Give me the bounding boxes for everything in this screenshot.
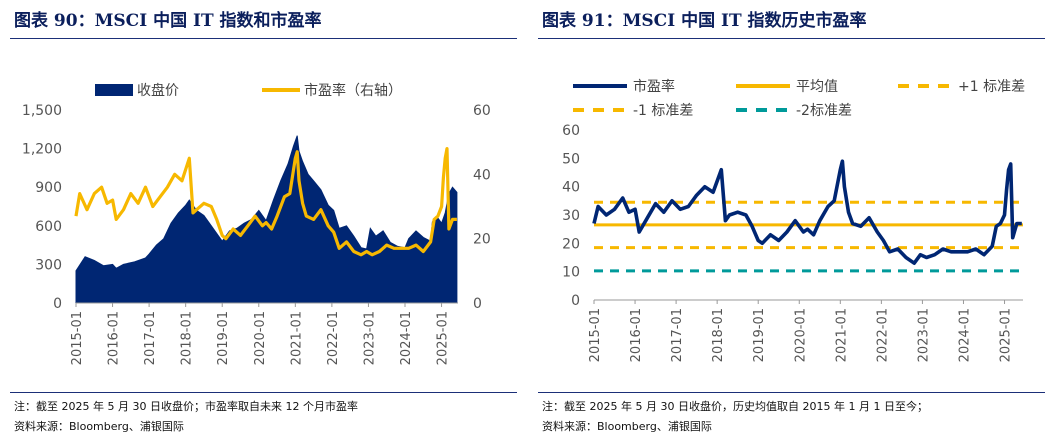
title-divider <box>10 38 517 39</box>
x-tick-label: 2015-01 <box>70 311 85 365</box>
x-tick-label: 2016-01 <box>107 311 122 365</box>
price-pe-chart: 1,500 1,200 900 600 300 0 60 40 20 0 2015-01 2016-0… <box>22 82 491 365</box>
x-tick-label: 2024-01 <box>957 308 972 362</box>
legend-label: -1 标准差 <box>633 103 693 119</box>
legend-label: 市盈率 <box>633 78 675 95</box>
x-tick-label: 2023-01 <box>362 311 377 365</box>
y-left-tick-label: 0 <box>53 296 62 312</box>
chart-source: 资料来源：Bloomberg、浦银国际 <box>14 420 184 433</box>
y-tick-label: 40 <box>562 180 580 196</box>
x-tick-label: 2017-01 <box>670 308 685 362</box>
x-tick-label: 2018-01 <box>180 311 195 365</box>
y-left-tick-label: 1,200 <box>22 142 62 158</box>
pe-history-line <box>592 159 1022 266</box>
y-right-tick-label: 60 <box>473 103 491 119</box>
note-divider <box>10 392 517 393</box>
y-left-tick-label: 1,500 <box>22 103 62 119</box>
legend-label-pe: 市盈率（右轴） <box>304 82 402 99</box>
legend-label: 平均值 <box>796 79 838 95</box>
left-panel: 图表 90：MSCI 中国 IT 指数和市盈率 1,500 1,200 900 600… <box>0 0 527 439</box>
x-tick-label: 2025-01 <box>436 311 451 365</box>
y-tick-label: 0 <box>571 293 580 309</box>
chart-source: 资料来源：Bloomberg、浦银国际 <box>542 420 712 433</box>
x-tick-label: 2018-01 <box>711 308 726 362</box>
right-panel: 图表 91：MSCI 中国 IT 指数历史市盈率 60 50 40 30 20 10 0 20… <box>528 0 1055 439</box>
legend-label-price: 收盘价 <box>137 82 179 99</box>
x-tick-label: 2017-01 <box>143 311 158 365</box>
y-tick-label: 10 <box>562 265 580 281</box>
y-right-tick-label: 0 <box>473 296 482 312</box>
y-tick-label: 60 <box>562 123 580 139</box>
title-divider <box>538 38 1045 39</box>
x-tick-label: 2021-01 <box>289 311 304 365</box>
x-tick-label: 2019-01 <box>752 308 767 362</box>
y-right-tick-label: 20 <box>473 232 491 248</box>
x-tick-label: 2020-01 <box>793 308 808 362</box>
x-tick-label: 2022-01 <box>875 308 890 362</box>
x-tick-label: 2019-01 <box>216 311 231 365</box>
legend-label: -2标准差 <box>796 103 852 119</box>
x-tick-label: 2024-01 <box>399 311 414 365</box>
y-tick-label: 20 <box>562 236 580 252</box>
y-tick-label: 30 <box>562 208 580 224</box>
historical-pe-chart: 60 50 40 30 20 10 0 2015-01 2016-01 2017-01 2018-0… <box>562 78 1025 362</box>
legend-swatch-price <box>95 84 133 96</box>
chart-title: 图表 90：MSCI 中国 IT 指数和市盈率 <box>14 11 322 31</box>
y-right-tick-label: 40 <box>473 167 491 183</box>
chart-note: 注：截至 2025 年 5 月 30 日收盘价；市盈率取自未来 12 个月市盈率 <box>14 400 358 413</box>
x-tick-label: 2015-01 <box>588 308 603 362</box>
chart-title: 图表 91：MSCI 中国 IT 指数历史市盈率 <box>542 11 867 31</box>
x-tick-label: 2016-01 <box>629 308 644 362</box>
pe-line <box>74 147 457 257</box>
x-tick-label: 2020-01 <box>253 311 268 365</box>
x-tick-label: 2022-01 <box>326 311 341 365</box>
note-divider <box>538 392 1045 393</box>
y-tick-label: 50 <box>562 151 580 167</box>
price-area <box>75 135 458 304</box>
x-tick-label: 2023-01 <box>916 308 931 362</box>
y-left-tick-label: 600 <box>35 219 62 235</box>
x-tick-label: 2025-01 <box>999 308 1014 362</box>
legend-label: +1 标准差 <box>958 79 1025 95</box>
x-tick-label: 2021-01 <box>834 308 849 362</box>
y-left-tick-label: 300 <box>35 257 62 273</box>
chart-note: 注：截至 2025 年 5 月 30 日收盘价，历史均值取自 2015 年 1 … <box>542 400 928 413</box>
y-left-tick-label: 900 <box>35 180 62 196</box>
